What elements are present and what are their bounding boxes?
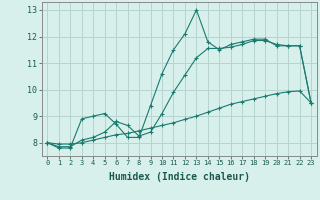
X-axis label: Humidex (Indice chaleur): Humidex (Indice chaleur) [109, 172, 250, 182]
